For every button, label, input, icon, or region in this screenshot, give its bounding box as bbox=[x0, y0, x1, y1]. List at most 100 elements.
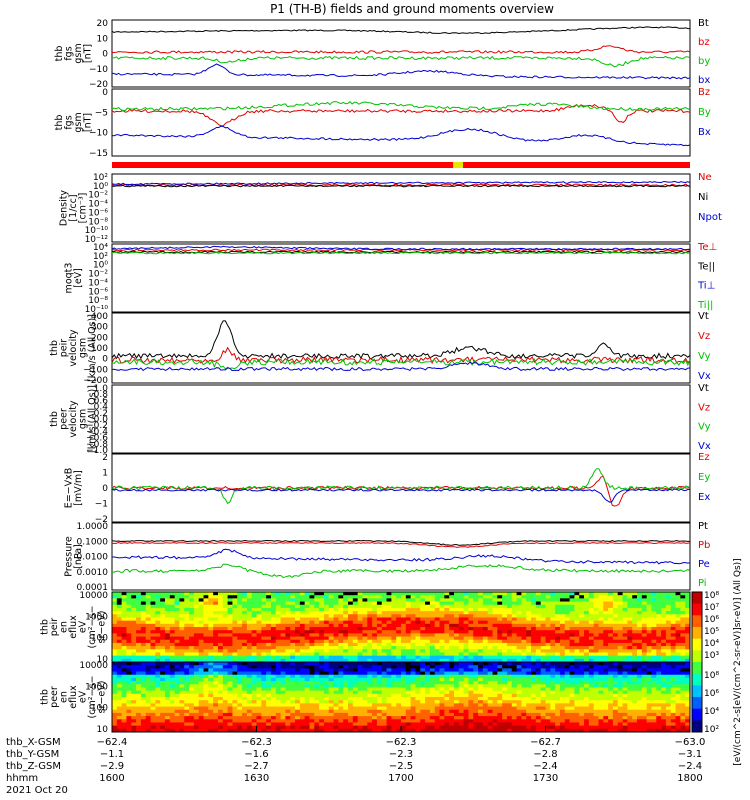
spectrogram-cell bbox=[227, 728, 233, 733]
spectrogram-cell bbox=[237, 728, 243, 733]
spectrogram-cell bbox=[468, 700, 474, 704]
spectrogram-cell bbox=[323, 687, 330, 692]
spectrogram-cell bbox=[463, 706, 469, 711]
spectrogram-cell bbox=[410, 693, 416, 698]
spectrogram-cell bbox=[506, 620, 513, 625]
spectrogram-cell bbox=[222, 674, 228, 679]
spectrogram-cell bbox=[473, 595, 479, 599]
spectrogram-cell bbox=[208, 598, 214, 602]
spectrogram-cell bbox=[285, 671, 291, 676]
spectrogram-cell bbox=[314, 639, 320, 644]
ytick-label: 0.8 bbox=[94, 390, 109, 400]
spectrogram-cell bbox=[275, 706, 281, 711]
spectrogram-cell bbox=[343, 649, 349, 653]
spectrogram-cell bbox=[415, 671, 421, 676]
spectrogram-cell bbox=[550, 712, 556, 717]
spectrogram-cell bbox=[540, 684, 546, 688]
spectrogram-cell bbox=[285, 658, 291, 663]
spectrogram-cell bbox=[126, 684, 132, 688]
spectrogram-cell bbox=[526, 690, 532, 695]
spectrogram-cell bbox=[136, 649, 142, 653]
spectrogram-cell bbox=[116, 706, 123, 711]
spectrogram-cell bbox=[232, 725, 238, 730]
spectrogram-cell bbox=[603, 655, 609, 660]
spectrogram-cell bbox=[622, 633, 628, 637]
spectrogram-cell bbox=[304, 706, 310, 711]
spectrogram-cell bbox=[155, 595, 161, 599]
spectrogram-cell bbox=[531, 719, 537, 723]
spectrogram-cell bbox=[189, 728, 195, 733]
spectrogram-cell bbox=[328, 655, 334, 660]
spectrogram-cell bbox=[608, 614, 614, 618]
spectrogram-cell bbox=[545, 655, 551, 660]
spectrogram-cell bbox=[612, 617, 619, 622]
spectrogram-cell bbox=[540, 646, 546, 650]
spectrogram-cell bbox=[405, 703, 412, 707]
spectrogram-cell bbox=[328, 601, 334, 606]
spectrogram-cell bbox=[603, 623, 609, 628]
spectrogram-cell bbox=[160, 642, 166, 647]
spectrogram-cell bbox=[131, 693, 137, 698]
spectrogram-cell bbox=[203, 604, 209, 609]
spectrogram-cell bbox=[391, 627, 397, 631]
spectrogram-cell bbox=[285, 642, 291, 647]
spectrogram-cell bbox=[136, 623, 142, 628]
spectrogram-cell bbox=[622, 620, 628, 625]
spectrogram-cell bbox=[468, 627, 474, 631]
ytick-label: 10⁻² bbox=[88, 191, 108, 201]
spectrogram-cell bbox=[338, 592, 344, 596]
spectrogram-cell bbox=[295, 728, 301, 733]
spectrogram-cell bbox=[270, 677, 277, 682]
spectrogram-cell bbox=[415, 633, 421, 637]
spectrogram-cell bbox=[637, 639, 643, 644]
spectrogram-cell bbox=[434, 716, 440, 720]
spectrogram-cell bbox=[439, 655, 445, 660]
spectrogram-cell bbox=[391, 687, 397, 692]
spectrogram-cell bbox=[627, 655, 633, 660]
spectrogram-cell bbox=[319, 620, 325, 625]
spectrogram-cell bbox=[136, 671, 142, 676]
spectrogram-cell bbox=[237, 627, 243, 631]
spectrogram-cell bbox=[222, 623, 228, 628]
spectrogram-cell bbox=[140, 595, 147, 599]
spectrogram-cell bbox=[112, 716, 118, 720]
spectrogram-cell bbox=[242, 614, 248, 618]
spectrogram-cell bbox=[275, 719, 281, 723]
spectrogram-cell bbox=[270, 617, 277, 622]
spectrogram-cell bbox=[328, 614, 334, 618]
spectrogram-cell bbox=[612, 601, 619, 606]
spectrogram-cell bbox=[396, 639, 402, 644]
spectrogram-cell bbox=[256, 595, 262, 599]
spectrogram-cell bbox=[164, 620, 171, 625]
spectrogram-cell bbox=[521, 728, 527, 733]
spectrogram-cell bbox=[164, 690, 171, 695]
spectrogram-cell bbox=[232, 716, 238, 720]
spectrogram-cell bbox=[256, 668, 262, 672]
spectrogram-cell bbox=[333, 662, 339, 666]
spectrogram-cell bbox=[420, 636, 426, 641]
spectrogram-cell bbox=[242, 620, 248, 625]
spectrogram-cell bbox=[309, 725, 315, 730]
ytick-label: 10² bbox=[93, 252, 108, 262]
spectrogram-cell bbox=[463, 709, 469, 714]
spectrogram-cell bbox=[174, 709, 180, 714]
spectrogram-cell bbox=[376, 592, 383, 596]
spectrogram-cell bbox=[237, 607, 243, 612]
spectrogram-cell bbox=[391, 649, 397, 653]
spectrogram-cell bbox=[535, 671, 542, 676]
spectrogram-cell bbox=[299, 697, 306, 701]
spectrogram-cell bbox=[391, 601, 397, 606]
spectrogram-cell bbox=[444, 655, 450, 660]
spectrogram-cell bbox=[482, 728, 489, 733]
spectrogram-cell bbox=[164, 716, 171, 720]
spectrogram-cell bbox=[439, 712, 445, 717]
spectrogram-cell bbox=[478, 677, 484, 682]
spectrogram-cell bbox=[482, 595, 489, 599]
spectrogram-cell bbox=[136, 674, 142, 679]
ytick-label: 0 bbox=[102, 50, 108, 60]
spectrogram-cell bbox=[463, 601, 469, 606]
spectrogram-cell bbox=[478, 709, 484, 714]
ytick-label: −2 bbox=[95, 515, 108, 525]
spectrogram-cell bbox=[637, 649, 643, 653]
spectrogram-cell bbox=[608, 658, 614, 663]
